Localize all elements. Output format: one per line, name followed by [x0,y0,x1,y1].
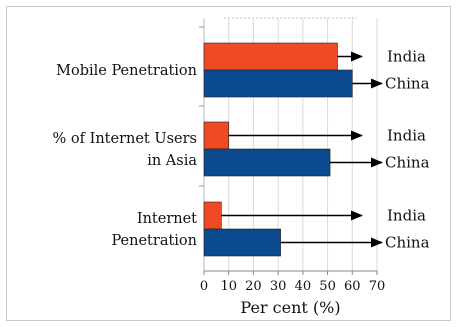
x-axis-title: Per cent (%) [240,298,340,317]
category-label-1-0: % of Internet Users [53,131,197,147]
arrow-label-india-2: India [387,207,426,225]
category-label-0-0: Mobile Penetration [56,63,197,79]
arrow-label-india-0: India [387,48,426,66]
category-label-1-1: in Asia [147,153,197,169]
x-tick-label-50: 50 [319,279,336,294]
bar-china-0 [203,69,353,98]
bar-china-1 [203,148,331,177]
x-tick-label-20: 20 [245,279,262,294]
arrow-label-china-2: China [385,234,430,252]
arrow-label-china-1: China [385,154,430,172]
x-tick-label-40: 40 [295,279,312,294]
bar-india-2 [203,201,222,230]
bar-india-0 [203,42,338,71]
x-tick-label-60: 60 [344,279,361,294]
x-tick-label-70: 70 [369,279,386,294]
arrow-label-india-1: India [387,127,426,145]
x-tick-label-30: 30 [270,279,287,294]
x-tick-label-10: 10 [220,279,237,294]
x-tick-label-0: 0 [200,279,208,294]
category-label-2-1: Penetration [111,233,197,249]
arrow-label-china-0: China [385,75,430,93]
category-label-2-0: Internet [137,211,197,227]
bar-china-2 [203,228,281,257]
bar-india-1 [203,121,230,150]
